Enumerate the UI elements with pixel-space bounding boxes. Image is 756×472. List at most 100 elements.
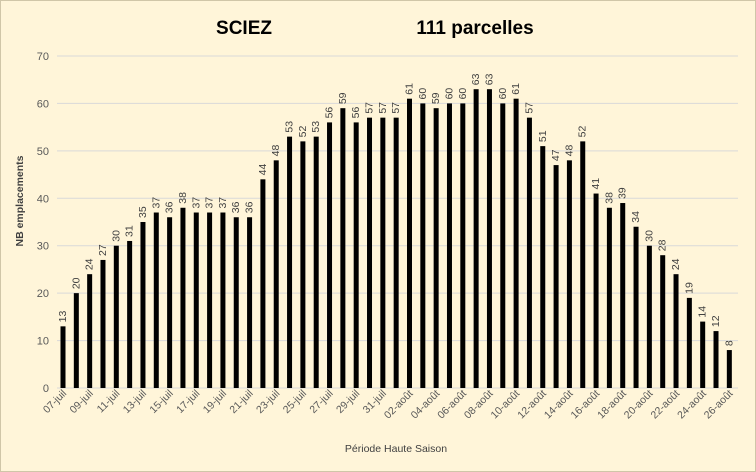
data-label: 28 [657, 239, 669, 251]
bar [526, 117, 532, 389]
data-label: 24 [670, 258, 682, 270]
y-tick-label: 30 [37, 241, 49, 253]
y-axis-label: NB emplacements [14, 155, 26, 246]
data-label: 8 [723, 340, 735, 346]
bar [273, 160, 279, 388]
bar [500, 103, 506, 388]
data-label: 56 [324, 107, 336, 119]
bar [113, 245, 119, 388]
x-tick-label: 22-août [648, 388, 682, 422]
data-label: 39 [617, 187, 629, 199]
data-label: 57 [377, 102, 389, 114]
data-label: 44 [257, 163, 269, 175]
data-label: 12 [710, 315, 722, 327]
bar [686, 297, 692, 388]
data-label: 60 [497, 88, 509, 100]
data-label: 47 [550, 149, 562, 161]
chart-subtitle: 111 parcelles [416, 18, 533, 39]
data-label: 61 [510, 83, 522, 95]
data-label: 20 [70, 277, 82, 289]
bar [327, 122, 333, 389]
y-tick-label: 10 [37, 336, 49, 348]
bar [473, 89, 479, 388]
data-label: 56 [350, 107, 362, 119]
x-tick-label: 19-juil [201, 388, 229, 416]
bar [87, 274, 93, 388]
bar [606, 207, 612, 388]
data-label: 59 [430, 92, 442, 104]
x-tick-label: 12-août [515, 388, 549, 422]
data-label: 48 [563, 145, 575, 157]
bar [153, 212, 159, 388]
data-label: 19 [683, 282, 695, 294]
data-label: 30 [110, 230, 122, 242]
data-label: 61 [403, 83, 415, 95]
bar [100, 259, 106, 388]
data-label: 36 [244, 201, 256, 213]
bar [713, 331, 719, 388]
data-label: 60 [443, 88, 455, 100]
bar [700, 321, 706, 388]
x-tick-label: 10-août [489, 388, 523, 422]
data-label: 60 [457, 88, 469, 100]
x-tick-label: 18-août [595, 388, 629, 422]
bar [420, 103, 426, 388]
y-tick-label: 60 [37, 98, 49, 110]
bar [367, 117, 373, 389]
x-tick-label: 04-août [409, 388, 443, 422]
bars [60, 89, 732, 389]
x-tick-label: 23-juil [254, 388, 282, 416]
data-label: 24 [84, 258, 96, 270]
data-label: 51 [537, 130, 549, 142]
x-tick-label: 11-juil [95, 388, 123, 416]
data-label: 37 [190, 197, 202, 209]
data-label: 31 [124, 225, 136, 237]
x-tick-label: 24-août [675, 388, 709, 422]
chart-title: SCIEZ [216, 18, 272, 39]
data-label: 53 [310, 121, 322, 133]
bar [433, 108, 439, 389]
bar [60, 326, 66, 388]
bar [300, 141, 306, 388]
data-label: 48 [270, 145, 282, 157]
data-label: 34 [630, 211, 642, 223]
bar [486, 89, 492, 388]
bar [340, 108, 346, 389]
data-label: 60 [417, 88, 429, 100]
bar [313, 136, 319, 388]
data-label: 30 [643, 230, 655, 242]
bar [553, 165, 559, 388]
data-label: 36 [230, 201, 242, 213]
data-label: 41 [590, 178, 602, 190]
bar [633, 226, 639, 388]
x-axis-label: Période Haute Saison [345, 443, 447, 455]
x-tick-label: 06-août [435, 388, 469, 422]
data-label: 36 [164, 201, 176, 213]
bar [620, 203, 626, 388]
data-label: 59 [337, 92, 349, 104]
x-tick-label: 13-juil [121, 388, 149, 416]
bar [260, 179, 266, 388]
data-label: 13 [57, 311, 69, 323]
bar [233, 217, 239, 388]
data-label: 52 [297, 126, 309, 138]
bar [566, 160, 572, 388]
bar [646, 245, 652, 388]
y-tick-label: 20 [37, 288, 49, 300]
x-tick-label: 15-juil [147, 388, 175, 416]
x-tick-label: 08-août [462, 388, 496, 422]
bar [73, 293, 79, 388]
x-tick-label: 27-juil [307, 388, 335, 416]
data-label: 63 [483, 73, 495, 85]
bar [220, 212, 226, 388]
y-tick-label: 50 [37, 146, 49, 158]
y-axis-ticks: 0 10 20 30 40 50 60 70 [37, 51, 49, 395]
x-tick-label: 09-juil [67, 388, 95, 416]
bar [207, 212, 213, 388]
bar [460, 103, 466, 388]
data-label: 63 [470, 73, 482, 85]
x-axis-ticks: 07-juil09-juil11-juil13-juil15-juil17-ju… [41, 388, 736, 422]
